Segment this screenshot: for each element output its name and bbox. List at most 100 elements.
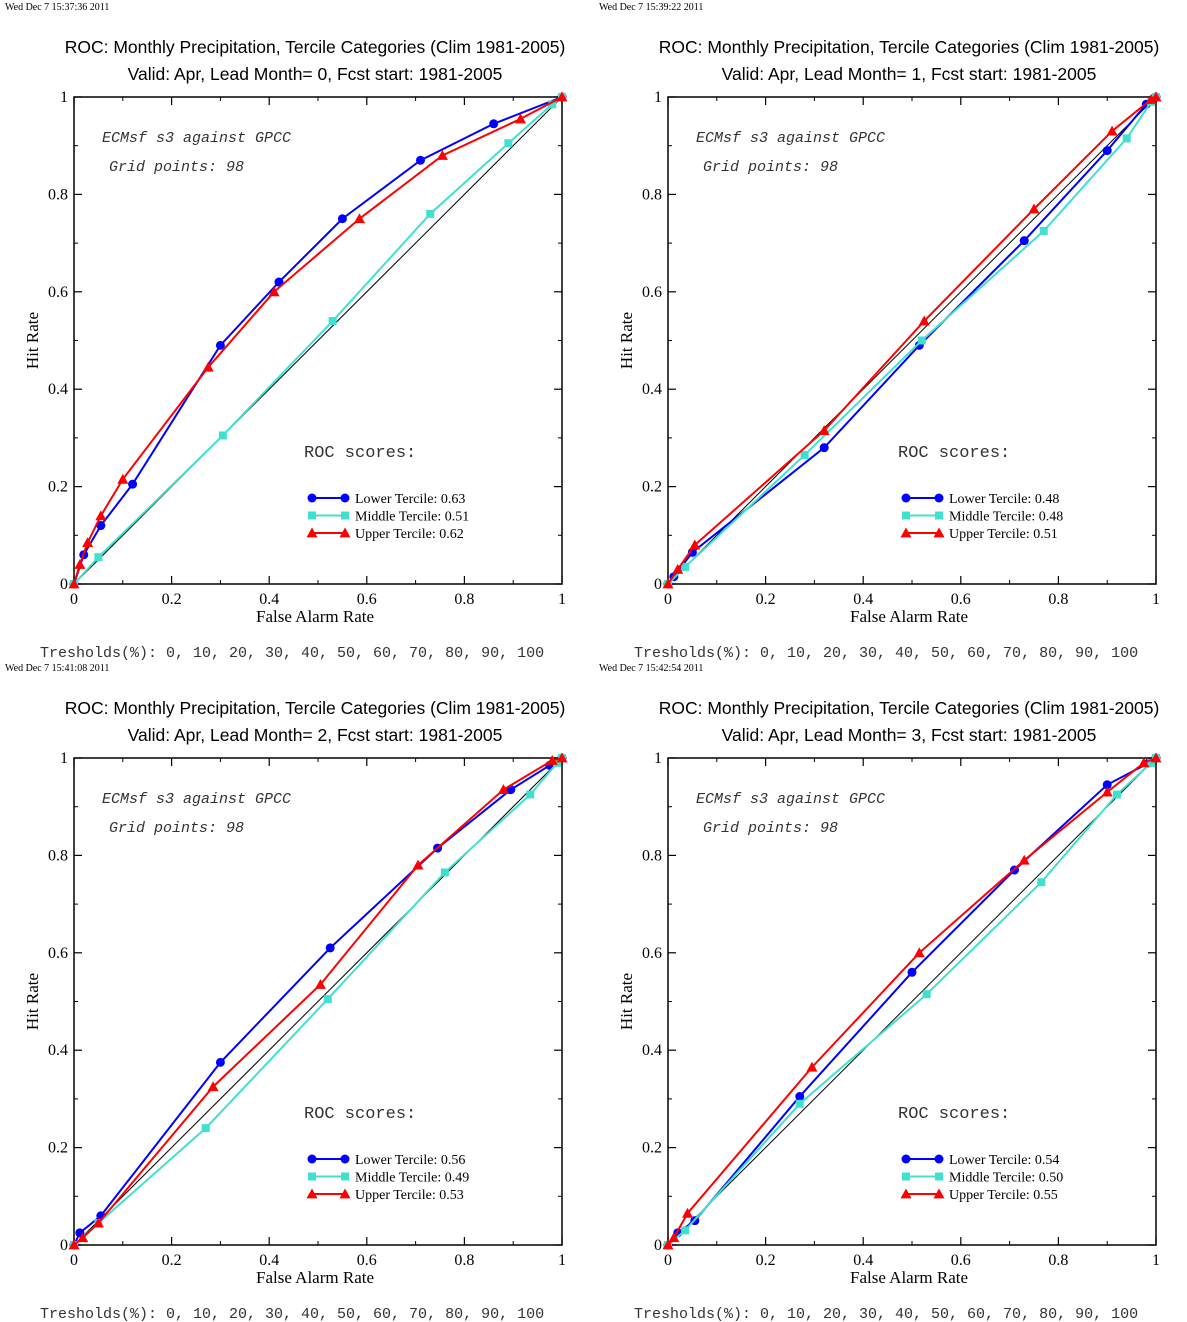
y-tick-label: 0.2	[642, 479, 662, 496]
data-point-square	[1039, 226, 1048, 235]
data-point-circle	[1019, 236, 1029, 246]
y-tick-label: 0.6	[642, 945, 662, 962]
x-tick-label: 0	[664, 591, 672, 608]
legend-marker-square	[341, 1172, 349, 1181]
chart-subtitle: Valid: Apr, Lead Month= 2, Fcst start: 1…	[128, 725, 503, 745]
legend-marker-triangle	[900, 527, 912, 538]
x-tick-label: 1	[1152, 591, 1160, 608]
legend-marker-triangle	[339, 1188, 351, 1199]
y-axis-label: Hit Rate	[23, 973, 42, 1030]
data-point-triangle	[202, 361, 214, 372]
x-tick-label: 0.8	[1048, 591, 1068, 608]
data-point-circle	[128, 479, 138, 489]
data-point-square	[917, 336, 926, 345]
data-point-triangle	[672, 563, 684, 574]
legend-marker-square	[935, 511, 943, 520]
legend-marker-triangle	[339, 527, 351, 538]
series-line-circle	[73, 96, 563, 585]
y-tick-label: 0	[654, 576, 662, 593]
data-point-square	[201, 1124, 210, 1133]
y-axis-label: Hit Rate	[617, 312, 636, 369]
y-tick-label: 0.4	[48, 381, 68, 398]
data-point-square	[1147, 758, 1156, 767]
legend-entry: Lower Tercile: 0.56	[355, 1153, 465, 1168]
chart-title: ROC: Monthly Precipitation, Tercile Cate…	[65, 698, 566, 718]
plot-timestamp: Wed Dec 7 15:42:54 2011	[599, 663, 703, 674]
data-point-triangle	[689, 539, 701, 550]
series-line-square	[73, 757, 563, 1246]
thresholds-note: Tresholds(%): 0, 10, 20, 30, 40, 50, 60,…	[634, 645, 1138, 662]
roc-scores-heading: ROC scores:	[898, 444, 1010, 463]
roc-panel: Wed Dec 7 15:39:22 2011 ROC: Monthly Prec…	[599, 2, 1162, 662]
y-tick-label: 0.2	[642, 1140, 662, 1157]
x-tick-label: 0.4	[853, 591, 873, 608]
annotation-grid-points: Grid points: 98	[109, 159, 244, 176]
data-point-circle	[1102, 780, 1112, 790]
data-point-square	[328, 317, 337, 326]
x-tick-label: 0.6	[357, 1252, 377, 1269]
y-axis-label: Hit Rate	[23, 312, 42, 369]
y-tick-label: 0	[60, 576, 68, 593]
x-tick-label: 0	[70, 591, 78, 608]
y-tick-label: 0	[654, 1237, 662, 1254]
data-point-square	[440, 868, 449, 877]
y-tick-label: 0	[60, 1237, 68, 1254]
data-point-circle	[215, 1057, 225, 1067]
data-point-triangle	[1106, 125, 1118, 136]
y-tick-label: 0.8	[642, 847, 662, 864]
y-tick-label: 0.2	[48, 479, 68, 496]
data-point-square	[94, 553, 103, 562]
y-tick-label: 0.8	[642, 186, 662, 203]
y-tick-label: 0.8	[48, 186, 68, 203]
data-point-square	[548, 100, 557, 109]
data-point-circle	[489, 119, 499, 129]
annotation-grid-points: Grid points: 98	[703, 159, 838, 176]
data-point-circle	[907, 967, 917, 977]
x-tick-label: 0.2	[162, 1252, 182, 1269]
legend-marker-square	[341, 511, 349, 520]
data-point-triangle	[546, 754, 558, 765]
data-point-triangle	[806, 1061, 818, 1072]
data-point-circle	[337, 214, 347, 224]
y-tick-label: 1	[654, 89, 662, 106]
data-point-triangle	[668, 1232, 680, 1243]
legend-entry: Middle Tercile: 0.49	[355, 1171, 469, 1186]
data-point-circle	[325, 943, 335, 953]
legend-entry: Lower Tercile: 0.48	[949, 492, 1059, 507]
data-point-triangle	[556, 91, 568, 102]
annotation-grid-points: Grid points: 98	[703, 820, 838, 837]
legend-entry: Middle Tercile: 0.48	[949, 510, 1063, 525]
annotation-model: ECMsf s3 against GPCC	[102, 791, 291, 808]
series-line-square	[667, 96, 1157, 585]
x-axis-label: False Alarm Rate	[256, 607, 374, 626]
data-point-square	[1112, 790, 1121, 799]
data-point-triangle	[913, 947, 925, 958]
legend-marker-square	[308, 511, 316, 520]
data-point-circle	[415, 155, 425, 165]
y-tick-label: 0.6	[642, 284, 662, 301]
thresholds-note: Tresholds(%): 0, 10, 20, 30, 40, 50, 60,…	[634, 1306, 1138, 1322]
data-point-square	[1037, 878, 1046, 887]
data-point-triangle	[556, 752, 568, 763]
annotation-model: ECMsf s3 against GPCC	[696, 130, 885, 147]
data-point-circle	[96, 521, 106, 531]
y-tick-label: 0.8	[48, 847, 68, 864]
legend-marker-square	[902, 511, 910, 520]
legend-marker-circle	[307, 1154, 317, 1164]
data-point-triangle	[268, 286, 280, 297]
legend-marker-circle	[307, 493, 317, 503]
x-tick-label: 0	[70, 1252, 78, 1269]
x-tick-label: 1	[558, 591, 566, 608]
data-point-square	[922, 990, 931, 999]
roc-scores-heading: ROC scores:	[898, 1105, 1010, 1124]
chart-subtitle: Valid: Apr, Lead Month= 1, Fcst start: 1…	[722, 64, 1097, 84]
legend-marker-circle	[934, 493, 944, 503]
data-point-square	[553, 758, 562, 767]
annotation-model: ECMsf s3 against GPCC	[696, 791, 885, 808]
legend-marker-circle	[340, 1154, 350, 1164]
x-tick-label: 1	[1152, 1252, 1160, 1269]
x-axis-label: False Alarm Rate	[850, 1268, 968, 1287]
legend-entry: Lower Tercile: 0.63	[355, 492, 465, 507]
x-tick-label: 0.4	[259, 1252, 279, 1269]
data-point-triangle	[662, 1239, 674, 1250]
